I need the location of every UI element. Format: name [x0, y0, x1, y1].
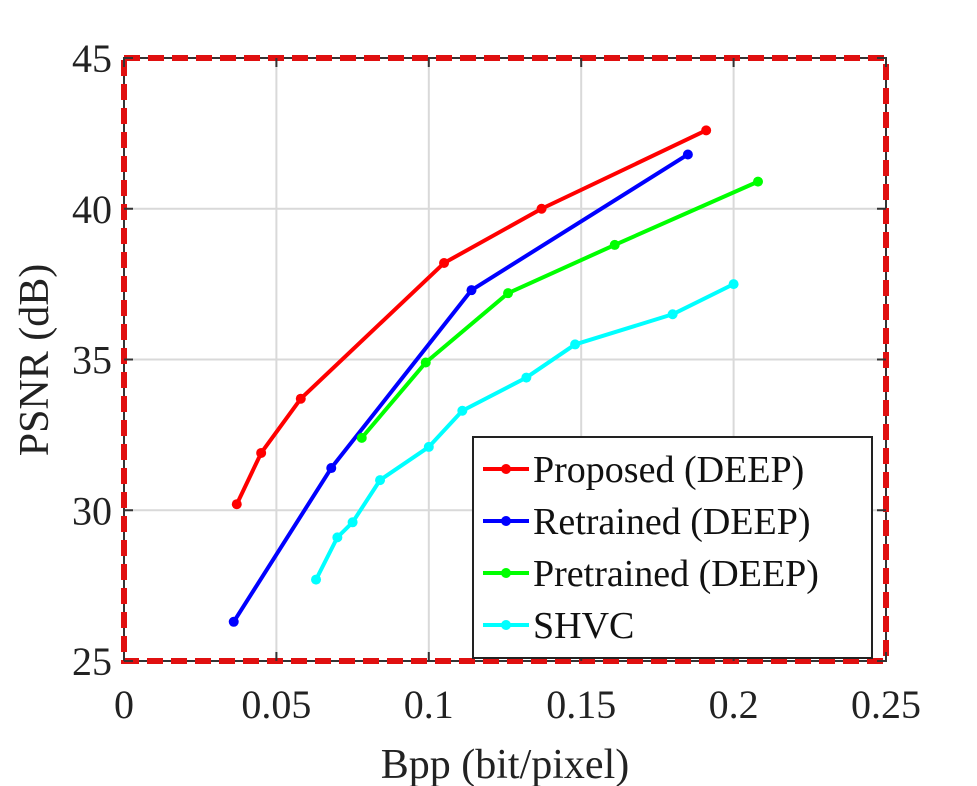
data-point-pretrained-deep	[420, 357, 431, 368]
data-point-proposed-deep	[701, 125, 712, 136]
x-tick-label: 0.15	[546, 682, 616, 727]
data-point-retrained-deep	[466, 285, 477, 296]
legend-swatch-marker	[501, 620, 511, 630]
data-point-shvc	[457, 405, 468, 416]
legend-label: SHVC	[533, 605, 634, 647]
legend: Proposed (DEEP) Retrained (DEEP) Pretraine…	[472, 436, 873, 659]
data-point-proposed-deep	[536, 203, 547, 214]
y-tick-label: 25	[72, 639, 112, 684]
legend-swatch-marker	[501, 516, 511, 526]
data-point-proposed-deep	[295, 393, 306, 404]
series-shvc	[311, 279, 739, 585]
y-tick-label: 35	[72, 338, 112, 383]
x-axis-title: Bpp (bit/pixel)	[381, 742, 629, 786]
legend-label: Pretrained (DEEP)	[533, 553, 819, 595]
series-proposed-deep	[231, 125, 712, 510]
series-retrained-deep	[228, 149, 693, 627]
axis-ticks: 0 0.05 0.1 0.15 0.2 0.25 25 30 35 40 45	[72, 36, 921, 727]
data-point-pretrained-deep	[609, 239, 620, 250]
y-tick-label: 40	[72, 187, 112, 232]
data-point-proposed-deep	[256, 447, 267, 458]
data-point-pretrained-deep	[752, 176, 763, 187]
x-tick-label: 0	[114, 682, 134, 727]
y-tick-label: 30	[72, 488, 112, 533]
x-tick-label: 0.05	[241, 682, 311, 727]
x-tick-label: 0.25	[851, 682, 921, 727]
data-point-shvc	[311, 574, 322, 585]
data-point-shvc	[332, 532, 343, 543]
data-point-retrained-deep	[228, 616, 239, 627]
data-point-shvc	[570, 339, 581, 350]
series-line-proposed-deep	[234, 128, 708, 506]
data-point-retrained-deep	[326, 463, 337, 474]
data-point-proposed-deep	[231, 499, 242, 510]
y-tick-label: 45	[72, 36, 112, 81]
legend-label: Proposed (DEEP)	[533, 449, 804, 491]
data-point-shvc	[728, 279, 739, 290]
series-line-shvc	[314, 282, 735, 581]
data-point-pretrained-deep	[503, 288, 514, 299]
legend-item-retrained-deep: Retrained (DEEP)	[483, 501, 811, 543]
legend-box	[472, 436, 873, 659]
legend-item-shvc: SHVC	[483, 605, 634, 647]
y-axis-title: PSNR (dB)	[12, 264, 58, 457]
data-point-shvc	[521, 372, 532, 383]
legend-label: Retrained (DEEP)	[533, 501, 811, 543]
data-point-pretrained-deep	[356, 432, 367, 443]
data-point-shvc	[423, 441, 434, 452]
data-point-retrained-deep	[682, 149, 693, 160]
legend-swatch-marker	[501, 464, 511, 474]
data-point-shvc	[667, 309, 678, 320]
series-line-retrained-deep	[232, 152, 689, 623]
x-tick-label: 0.2	[709, 682, 759, 727]
data-point-shvc	[347, 517, 358, 528]
series-layer	[228, 125, 763, 627]
data-point-proposed-deep	[439, 258, 450, 269]
x-tick-label: 0.1	[404, 682, 454, 727]
series-pretrained-deep	[356, 176, 763, 443]
data-point-shvc	[375, 475, 386, 486]
legend-item-proposed-deep: Proposed (DEEP)	[483, 449, 804, 491]
legend-swatch-marker	[501, 568, 511, 578]
legend-item-pretrained-deep: Pretrained (DEEP)	[483, 553, 819, 595]
